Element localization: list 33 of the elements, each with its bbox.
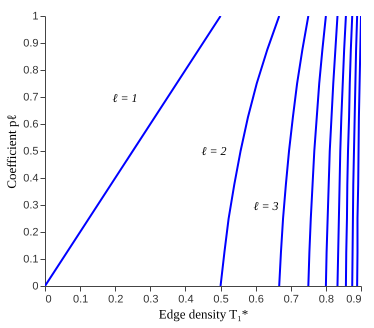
annotation: ℓ = 1 [112, 91, 138, 105]
y-tick-label: 0.8 [23, 64, 38, 76]
y-tick-label: 0.9 [23, 38, 38, 50]
y-tick-label: 0 [32, 280, 38, 292]
y-tick-label: 0.3 [23, 200, 38, 212]
x-tick-label: 0.5 [213, 294, 229, 306]
x-tick-label: 0.1 [72, 294, 88, 306]
y-axis-title: Coefficient pℓ [4, 114, 20, 189]
y-tick-label: 0.6 [23, 118, 38, 130]
x-tick-label: 0.8 [318, 294, 334, 306]
line-series [307, 16, 327, 286]
x-tick-label: 0.7 [284, 294, 299, 306]
x-tick-label: 0.4 [178, 294, 194, 306]
y-tick-label: 1 [32, 10, 38, 22]
annotation: ℓ = 2 [201, 144, 227, 158]
x-tick-label: 0 [46, 294, 52, 306]
line-series [344, 16, 354, 286]
annotation: ℓ = 3 [253, 199, 279, 213]
x-tick-label: 0.3 [143, 294, 158, 306]
line-series [351, 16, 358, 286]
line-series [278, 16, 310, 286]
line-series [220, 16, 280, 286]
line-series [324, 16, 338, 286]
y-tick-label: 0.5 [23, 146, 38, 158]
y-tick-label: 0.1 [23, 254, 38, 266]
y-tick-label: 0.7 [23, 92, 38, 104]
x-tick-label: 0.2 [108, 294, 124, 306]
y-tick-label: 0.4 [23, 172, 38, 184]
y-tick-label: 0.2 [23, 226, 38, 238]
x-tick-label: 0.9 [346, 294, 362, 306]
x-tick-label: 0.6 [248, 294, 264, 306]
line-series [336, 16, 347, 286]
x-axis-title: Edge density T₁* [158, 306, 248, 322]
